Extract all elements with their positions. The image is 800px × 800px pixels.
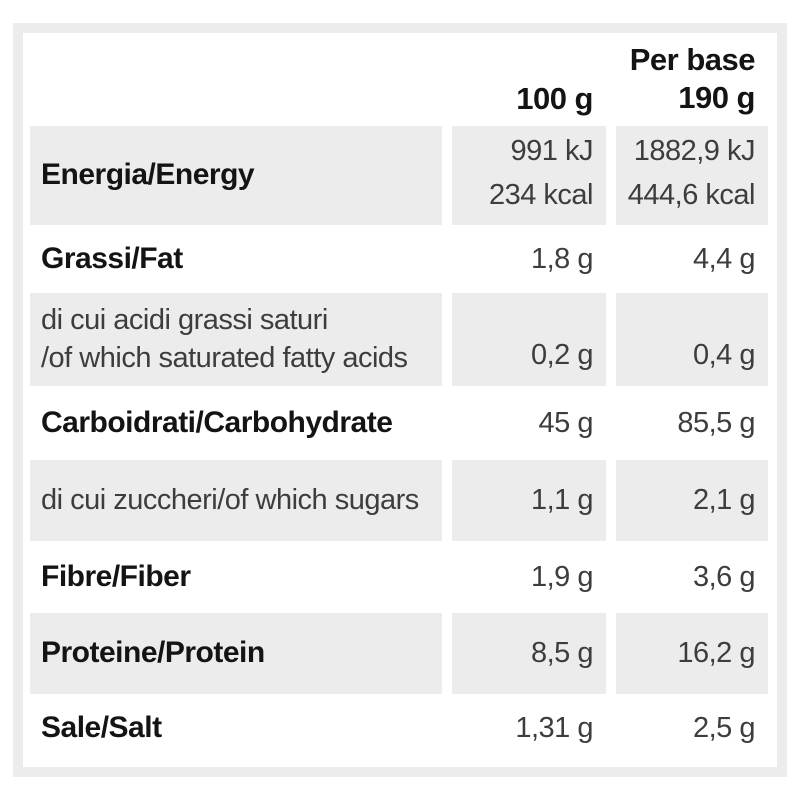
fiber-label: Fibre/Fiber [41, 559, 191, 593]
carbohydrate-label-cell: Carboidrati/Carbohydrate [30, 386, 442, 460]
fat-label: Grassi/Fat [41, 241, 183, 275]
fat-value-100g: 1,8 g [452, 225, 606, 293]
protein-base: 16,2 g [677, 637, 755, 669]
fiber-value-base: 3,6 g [616, 541, 768, 613]
salt-value-100g: 1,31 g [452, 694, 606, 763]
fat-100g: 1,8 g [531, 242, 594, 275]
table-row: Proteine/Protein 8,5 g 16,2 g [30, 613, 768, 694]
nutrition-facts-card: 100 g Per base 190 g Energia/Energy 991 … [13, 23, 787, 777]
table-row: Energia/Energy 991 kJ 234 kcal 1882,9 kJ… [30, 126, 768, 225]
sugars-label: di cui zuccheri/of which sugars [41, 483, 419, 516]
protein-label-cell: Proteine/Protein [30, 613, 442, 694]
per-base-label: Per base [629, 42, 756, 78]
saturated-fat-base: 0,4 g [693, 339, 756, 371]
fiber-100g: 1,9 g [531, 560, 594, 593]
energy-value-base: 1882,9 kJ 444,6 kcal [616, 126, 768, 225]
saturated-fat-100g: 0,2 g [531, 339, 594, 371]
header-col-per-base: Per base 190 g [616, 33, 768, 126]
sugars-base: 2,1 g [693, 484, 756, 516]
energy-label: Energia/Energy [41, 158, 255, 192]
carbohydrate-label: Carboidrati/Carbohydrate [41, 405, 393, 439]
table-row: di cui zuccheri/of which sugars 1,1 g 2,… [30, 460, 768, 541]
carbohydrate-value-base: 85,5 g [616, 386, 768, 460]
saturated-fat-value-base: 0,4 g [616, 293, 768, 386]
fat-value-base: 4,4 g [616, 225, 768, 293]
fat-base: 4,4 g [693, 242, 756, 275]
saturated-fat-label-cell: di cui acidi grassi saturi /of which sat… [30, 293, 442, 386]
fiber-base: 3,6 g [693, 560, 756, 593]
energy-kj-100g: 991 kJ [510, 135, 594, 167]
fat-label-cell: Grassi/Fat [30, 225, 442, 293]
table-row: Fibre/Fiber 1,9 g 3,6 g [30, 541, 768, 613]
salt-base: 2,5 g [693, 712, 756, 744]
salt-label: Sale/Salt [41, 711, 162, 745]
header-empty-cell [30, 33, 442, 126]
protein-label: Proteine/Protein [41, 636, 265, 670]
table-row: Sale/Salt 1,31 g 2,5 g [30, 694, 768, 763]
carbohydrate-100g: 45 g [538, 406, 594, 439]
salt-label-cell: Sale/Salt [30, 694, 442, 763]
energy-kcal-base: 444,6 kcal [627, 179, 756, 211]
carbohydrate-value-100g: 45 g [452, 386, 606, 460]
protein-value-100g: 8,5 g [452, 613, 606, 694]
col-100g-label: 100 g [516, 81, 593, 116]
saturated-fat-label-it: di cui acidi grassi saturi [41, 303, 328, 336]
saturated-fat-value-100g: 0,2 g [452, 293, 606, 386]
fiber-label-cell: Fibre/Fiber [30, 541, 442, 613]
energy-value-100g: 991 kJ 234 kcal [452, 126, 606, 225]
sugars-value-base: 2,1 g [616, 460, 768, 541]
saturated-fat-label-en: /of which saturated fatty acids [41, 341, 408, 374]
nutrition-table: 100 g Per base 190 g Energia/Energy 991 … [30, 33, 768, 763]
sugars-100g: 1,1 g [531, 484, 594, 516]
table-row: Grassi/Fat 1,8 g 4,4 g [30, 225, 768, 293]
col-190g-label: 190 g [678, 80, 755, 116]
header-col-100g: 100 g [452, 33, 606, 126]
carbohydrate-base: 85,5 g [677, 406, 755, 439]
energy-kcal-100g: 234 kcal [488, 179, 594, 211]
sugars-value-100g: 1,1 g [452, 460, 606, 541]
protein-value-base: 16,2 g [616, 613, 768, 694]
fiber-value-100g: 1,9 g [452, 541, 606, 613]
sugars-label-cell: di cui zuccheri/of which sugars [30, 460, 442, 541]
table-row: Carboidrati/Carbohydrate 45 g 85,5 g [30, 386, 768, 460]
saturated-fat-label: di cui acidi grassi saturi /of which sat… [41, 302, 408, 377]
protein-100g: 8,5 g [531, 637, 594, 669]
salt-100g: 1,31 g [515, 712, 593, 744]
salt-value-base: 2,5 g [616, 694, 768, 763]
energy-label-cell: Energia/Energy [30, 126, 442, 225]
table-header-row: 100 g Per base 190 g [30, 33, 768, 126]
energy-kj-base: 1882,9 kJ [633, 135, 756, 167]
table-row: di cui acidi grassi saturi /of which sat… [30, 293, 768, 386]
